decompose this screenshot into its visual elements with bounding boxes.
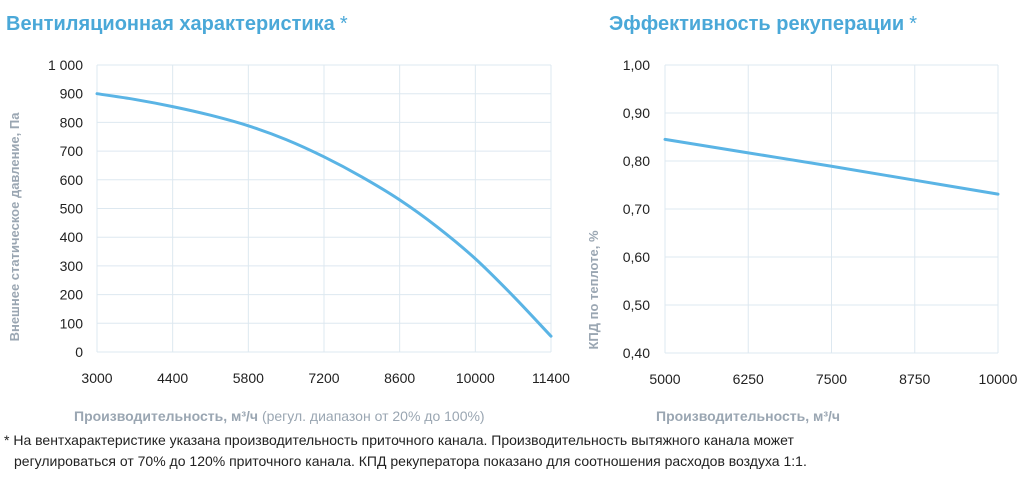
vent-chart-title-text: Вентиляционная характеристика: [6, 13, 335, 35]
footnote-line-1: * На вентхарактеристике указана производ…: [4, 432, 794, 448]
vent-chart-series-line: [95, 92, 553, 338]
vent-chart-title-asterisk: *: [339, 13, 348, 35]
vent-chart-xlabel-note: (регул. диапазон от 20% до 100%): [258, 408, 485, 424]
recuperation-chart-y-tick-label: 0,50: [623, 297, 650, 313]
recuperation-chart-series-line: [663, 137, 1000, 196]
recuperation-chart-x-tick-label: 8750: [899, 371, 930, 387]
vent-chart: 3000 4400 5800 7200 8600 10000 11400 0 100 200 300…: [48, 57, 570, 386]
recuperation-chart-y-tick-label: 0,70: [623, 201, 650, 217]
vent-chart-ylabel: Внешнее статическое давление, Па: [7, 112, 22, 342]
vent-chart-x-tick-label: 8600: [384, 370, 415, 386]
recuperation-chart-title-asterisk: *: [909, 13, 917, 35]
vent-chart-x-tick-label: 7200: [308, 370, 339, 386]
vent-chart-x-tick-label: 10000: [456, 370, 495, 386]
recuperation-chart: 5000 6250 7500 8750 10000 0,40 0,50 0,60 0,70 0,8…: [623, 57, 1018, 387]
vent-chart-y-tick-label: 700: [60, 143, 84, 159]
recuperation-chart-y-tick-label: 0,90: [623, 105, 650, 121]
footnote-line-2: регулироваться от 70% до 120% приточного…: [14, 453, 807, 469]
vent-chart-y-tick-label: 1 000: [48, 57, 83, 73]
vent-chart-y-tick-label: 800: [60, 114, 84, 130]
recuperation-chart-title: Эффективность рекуперации *: [609, 13, 917, 36]
vent-chart-y-tick-label: 0: [75, 344, 83, 360]
vent-chart-x-tick-label: 5800: [233, 370, 264, 386]
vent-chart-x-tick-label: 4400: [157, 370, 188, 386]
vent-chart-xlabel-main: Производительность: [74, 408, 224, 424]
vent-chart-y-tick-label: 200: [60, 287, 84, 303]
recuperation-chart-y-tick-label: 1,00: [623, 57, 650, 73]
recuperation-chart-x-tick-label: 5000: [649, 371, 680, 387]
vent-chart-y-tick-label: 100: [60, 315, 84, 331]
recuperation-chart-xlabel-unit: , м³/ч: [805, 408, 841, 424]
footnote: * На вентхарактеристике указана производ…: [4, 430, 1004, 472]
recuperation-chart-x-tick-label: 7500: [816, 371, 847, 387]
vent-chart-title: Вентиляционная характеристика *: [6, 13, 348, 36]
recuperation-chart-x-tick-label: 10000: [979, 371, 1018, 387]
recuperation-chart-y-tick-label: 0,60: [623, 249, 650, 265]
vent-chart-y-tick-label: 500: [60, 201, 84, 217]
vent-chart-xlabel: Производительность, м³/ч (регул. диапазо…: [74, 408, 485, 424]
vent-chart-xlabel-unit: , м³/ч: [223, 408, 259, 424]
vent-chart-y-tick-label: 900: [60, 86, 84, 102]
recuperation-chart-y-tick-label: 0,40: [623, 345, 650, 361]
vent-chart-y-tick-label: 300: [60, 258, 84, 274]
recuperation-chart-ylabel: КПД по теплоте, %: [586, 230, 601, 350]
vent-chart-y-tick-label: 400: [60, 229, 84, 245]
vent-chart-x-tick-label: 11400: [532, 370, 570, 386]
recuperation-chart-y-tick-label: 0,80: [623, 153, 650, 169]
recuperation-chart-title-text: Эффективность рекуперации: [609, 13, 905, 35]
vent-chart-y-tick-label: 600: [60, 172, 84, 188]
vent-chart-x-tick-label: 3000: [81, 370, 112, 386]
recuperation-chart-xlabel-main: Производительность: [656, 408, 806, 424]
recuperation-chart-xlabel: Производительность, м³/ч: [656, 408, 840, 424]
recuperation-chart-x-tick-label: 6250: [733, 371, 764, 387]
